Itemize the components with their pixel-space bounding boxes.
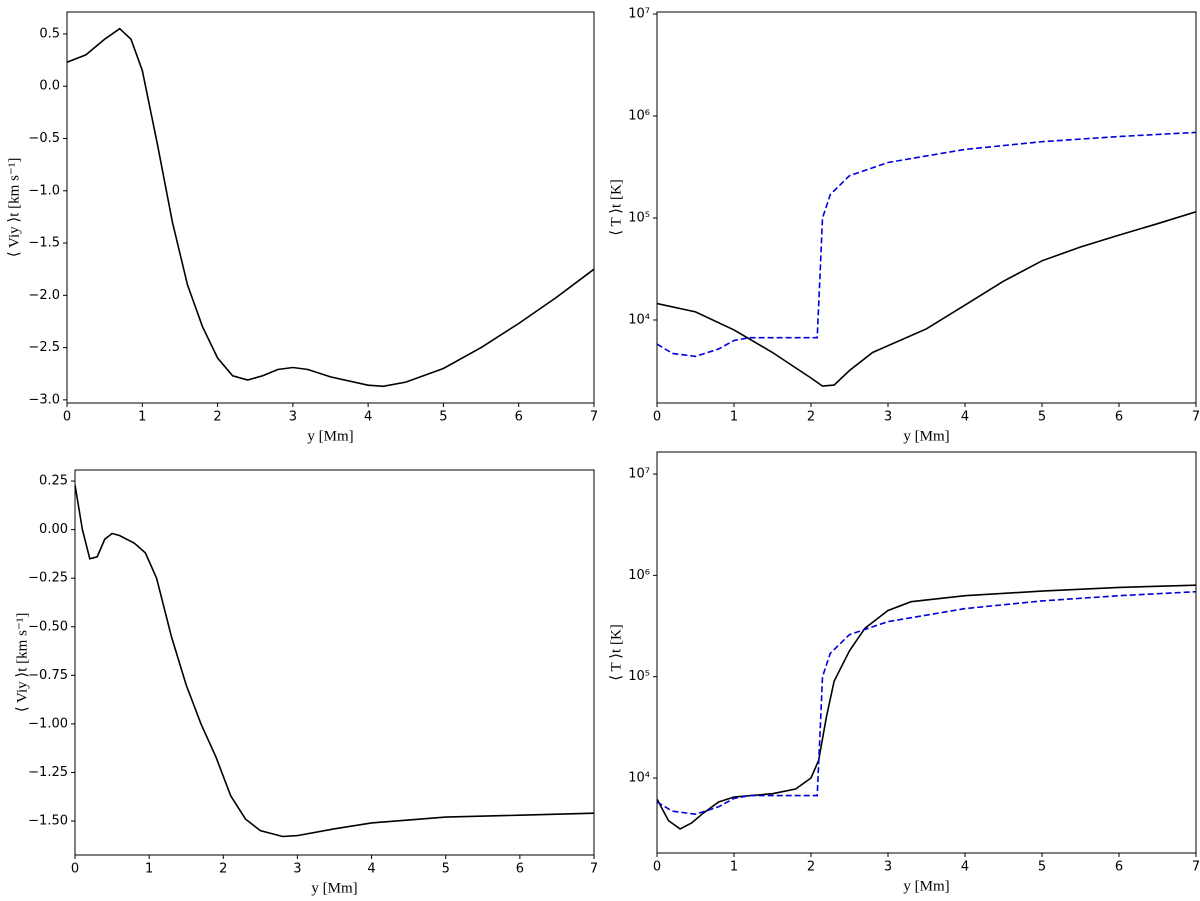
y-tick-label: 10⁶	[628, 568, 650, 583]
y-tick-label: −1.50	[28, 814, 68, 829]
line-series	[657, 584, 1196, 830]
x-tick-label: 5	[1038, 410, 1046, 425]
y-tick-label: 0.25	[39, 474, 68, 489]
line-series	[67, 27, 594, 388]
x-tick-label: 3	[884, 860, 892, 875]
y-tick-label: 10⁵	[628, 669, 650, 684]
x-tick-label: 4	[961, 410, 969, 425]
y-tick-label: −1.0	[28, 183, 60, 198]
plot-frame	[656, 451, 1197, 854]
x-tick-label: 5	[439, 410, 447, 425]
x-tick-label: 0	[653, 860, 661, 875]
x-tick-label: 4	[961, 860, 969, 875]
plot-frame	[74, 469, 595, 856]
y-tick-label: 10⁷	[628, 6, 650, 21]
y-tick-label: −1.5	[28, 236, 60, 251]
y-tick-label: −1.00	[28, 716, 68, 731]
line-series	[657, 131, 1196, 358]
x-tick-label: 1	[138, 410, 146, 425]
x-tick-label: 3	[289, 410, 297, 425]
x-tick-label: 4	[367, 862, 375, 877]
y-tick-label: −0.75	[28, 668, 68, 683]
line-series	[75, 484, 594, 838]
y-tick-label: −0.50	[28, 619, 68, 634]
y-tick-label: 10⁵	[628, 210, 650, 225]
y-tick-label: 0.5	[39, 26, 60, 41]
y-tick-label: −3.0	[28, 392, 60, 407]
line-series	[657, 590, 1196, 816]
y-tick-label: 0.0	[39, 79, 60, 94]
x-tick-label: 0	[71, 862, 79, 877]
x-tick-label: 1	[730, 860, 738, 875]
x-tick-label: 2	[807, 410, 815, 425]
y-tick-label: −0.5	[28, 131, 60, 146]
y-axis-label: ⟨ Viy ⟩t [km s⁻¹]	[14, 613, 30, 713]
x-axis-label: y [Mm]	[311, 880, 357, 896]
x-tick-label: 1	[730, 410, 738, 425]
y-tick-label: −2.5	[28, 340, 60, 355]
plot-frame	[656, 11, 1197, 404]
y-axis-label: ⟨ T ⟩t [K]	[608, 179, 624, 236]
y-tick-label: 10⁷	[628, 467, 650, 482]
y-tick-label: −2.0	[28, 288, 60, 303]
y-axis-label: ⟨ Viy ⟩t [km s⁻¹]	[6, 158, 22, 258]
y-tick-label: 10⁴	[628, 771, 650, 786]
x-tick-label: 6	[1115, 860, 1123, 875]
x-axis-label: y [Mm]	[903, 428, 949, 444]
x-tick-label: 7	[1192, 410, 1200, 425]
y-tick-label: −0.25	[28, 571, 68, 586]
x-tick-label: 1	[145, 862, 153, 877]
x-tick-label: 5	[1038, 860, 1046, 875]
x-tick-label: 4	[364, 410, 372, 425]
y-tick-label: 10⁶	[628, 108, 650, 123]
x-tick-label: 2	[219, 862, 227, 877]
y-axis-label: ⟨ T ⟩t [K]	[608, 624, 624, 681]
x-axis-label: y [Mm]	[307, 428, 353, 444]
x-tick-label: 3	[293, 862, 301, 877]
y-tick-label: 10⁴	[628, 312, 650, 327]
line-series	[657, 211, 1196, 387]
x-tick-label: 7	[590, 410, 598, 425]
y-tick-label: 0.00	[39, 522, 68, 537]
x-tick-label: 6	[516, 862, 524, 877]
x-tick-label: 0	[63, 410, 71, 425]
x-tick-label: 6	[1115, 410, 1123, 425]
x-tick-label: 2	[807, 860, 815, 875]
x-tick-label: 7	[1192, 860, 1200, 875]
x-axis-label: y [Mm]	[903, 878, 949, 894]
x-tick-label: 3	[884, 410, 892, 425]
x-tick-label: 7	[590, 862, 598, 877]
plot-frame	[66, 11, 595, 404]
x-tick-label: 5	[442, 862, 450, 877]
x-tick-label: 6	[515, 410, 523, 425]
x-tick-label: 0	[653, 410, 661, 425]
x-tick-label: 2	[213, 410, 221, 425]
y-tick-label: −1.25	[28, 765, 68, 780]
